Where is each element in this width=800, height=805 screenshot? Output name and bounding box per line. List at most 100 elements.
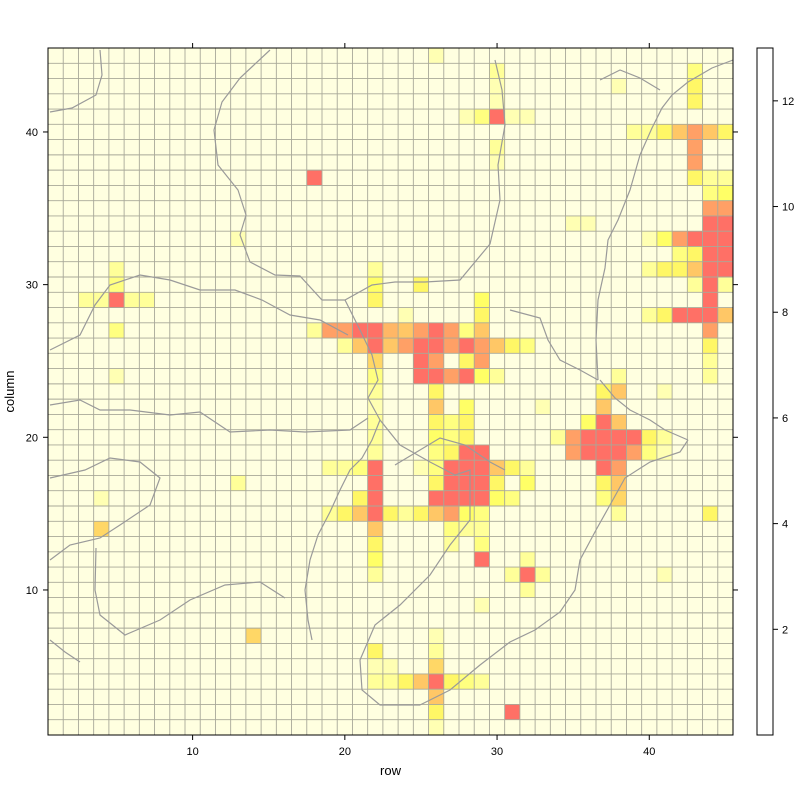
heatmap-cell [337,460,353,476]
boundary-path [599,69,661,91]
heatmap-cell [656,261,673,277]
heatmap-cell [108,368,125,384]
heatmap-cell [702,292,718,308]
heatmap-cell [489,338,505,354]
heatmap-cell [459,429,475,445]
heatmap-cell [230,475,246,491]
heatmap-cell [382,506,399,522]
heatmap-cell [443,322,459,339]
heatmap-cell [504,109,520,125]
heatmap-cell [428,643,444,659]
heatmap-cell [641,444,657,461]
heatmap-cell [382,338,399,354]
heatmap-cell [565,429,581,445]
heatmap-cell [367,521,383,537]
boundary-path [94,547,286,636]
heatmap-cell [702,246,718,262]
heatmap-cell [702,506,718,522]
heatmap-cell [641,261,657,277]
heatmap-cell [230,231,246,247]
heatmap-cell [367,536,383,552]
boundary-path [509,309,599,381]
heatmap-cell [717,277,733,293]
heatmap-cell [459,368,475,384]
heatmap-cell [717,215,733,232]
heatmap-cell [702,231,718,247]
heatmap-cell [702,368,718,384]
heatmap-cell [398,322,414,339]
x-axis-title: row [380,763,402,778]
heatmap-cell [702,185,718,201]
heatmap-cell [702,200,718,216]
heatmap-cell [443,490,459,506]
heatmap-cell [428,475,444,491]
heatmap-cell [702,124,718,140]
heatmap-cell [474,597,490,613]
heatmap-cell [611,429,627,445]
heatmap-cell [108,261,125,277]
heatmap-cell [596,460,612,476]
heatmap-cell [443,673,459,690]
heatmap-cell [702,277,718,293]
heatmap-cell [489,475,505,491]
heatmap-cell [474,506,490,522]
colorbar-tick-label: 2 [782,624,788,636]
heatmap-cell [337,506,353,522]
heatmap-cell [535,567,551,583]
heatmap-cell [428,673,444,690]
heatmap-cell [504,567,520,583]
heatmap-cell [367,551,383,568]
heatmap-cell [367,460,383,476]
heatmap-cell [474,444,490,461]
heatmap-cell [702,215,718,232]
y-tick-label: 30 [26,280,38,292]
x-tick-label: 40 [643,746,655,758]
heatmap-cell [124,292,140,308]
heatmap-cell [474,338,490,354]
coastline-path [419,439,689,706]
heatmap-cell [459,338,475,354]
heatmap-cell [687,139,703,155]
heatmap-cell [596,429,612,445]
heatmap-cell [428,719,444,735]
heatmap-cell [656,124,673,140]
heatmap-cell [611,414,627,430]
heatmap-cell [367,506,383,522]
heatmap-cell [367,383,383,400]
heatmap-cell [367,567,383,583]
heatmap-cell [474,322,490,339]
heatmap-cell [519,338,536,354]
heatmap-cell [382,322,399,339]
heatmap-cell [413,322,429,339]
heatmap-cell [367,322,383,339]
colorbar-tick-label: 10 [782,202,794,214]
heatmap-cell [367,490,383,506]
heatmap-cell [519,475,536,491]
y-tick-label: 20 [26,432,38,444]
heatmap-cell [428,338,444,354]
heatmap-cell [656,231,673,247]
colorbar-tick-label: 6 [782,413,788,425]
y-tick-label: 40 [26,127,38,139]
heatmap-cell [428,704,444,720]
heatmap-cell [474,490,490,506]
heatmap-cell [596,444,612,461]
heatmap-cell [352,460,368,476]
heatmap-cell [459,399,475,415]
heatmap-background [48,48,733,735]
heatmap-cell [337,322,353,339]
heatmap-cell [489,109,505,125]
heatmap-cell [702,261,718,277]
heatmap-cell [398,307,414,323]
heatmap-cell [413,277,429,293]
colorbar-border [756,47,774,736]
heatmap-cell [428,506,444,522]
heatmap-cell [443,429,459,445]
heatmap-cell [580,414,596,430]
heatmap-cell [519,551,536,568]
heatmap-cell [474,551,490,568]
heatmap-cell [459,444,475,461]
heatmap-cell [687,261,703,277]
heatmap-cell [535,399,551,415]
